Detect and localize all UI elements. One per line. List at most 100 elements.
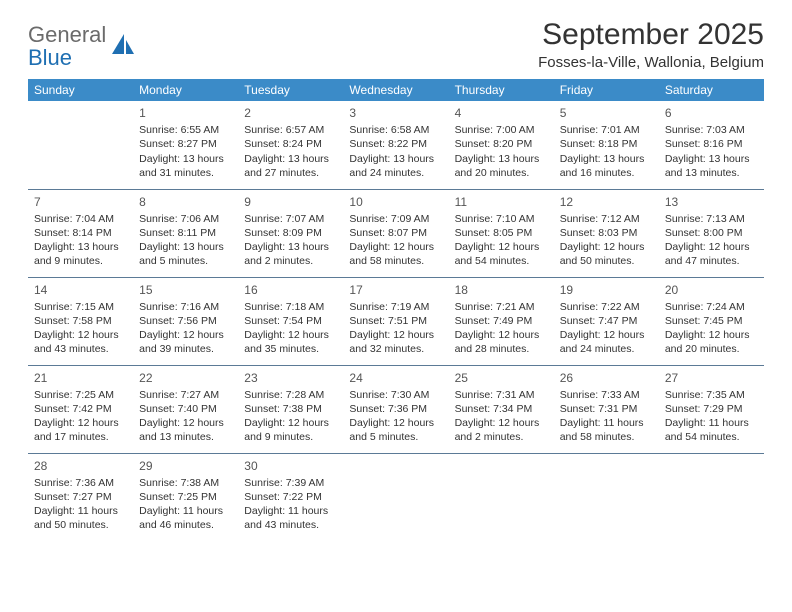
- calendar-cell: 11Sunrise: 7:10 AMSunset: 8:05 PMDayligh…: [449, 189, 554, 277]
- day-number: 10: [349, 194, 442, 210]
- cell-sunrise: Sunrise: 7:30 AM: [349, 388, 442, 402]
- day-number: 13: [665, 194, 758, 210]
- cell-sunset: Sunset: 8:24 PM: [244, 137, 337, 151]
- day-number: 29: [139, 458, 232, 474]
- calendar-cell: 24Sunrise: 7:30 AMSunset: 7:36 PMDayligh…: [343, 365, 448, 453]
- cell-daylight1: Daylight: 13 hours: [139, 152, 232, 166]
- calendar-body: 1Sunrise: 6:55 AMSunset: 8:27 PMDaylight…: [28, 101, 764, 541]
- cell-sunrise: Sunrise: 7:21 AM: [455, 300, 548, 314]
- cell-sunrise: Sunrise: 7:09 AM: [349, 212, 442, 226]
- calendar-cell: 21Sunrise: 7:25 AMSunset: 7:42 PMDayligh…: [28, 365, 133, 453]
- cell-sunrise: Sunrise: 7:22 AM: [560, 300, 653, 314]
- cell-sunrise: Sunrise: 7:24 AM: [665, 300, 758, 314]
- cell-daylight1: Daylight: 11 hours: [34, 504, 127, 518]
- cell-daylight2: and 9 minutes.: [244, 430, 337, 444]
- calendar-cell: 10Sunrise: 7:09 AMSunset: 8:07 PMDayligh…: [343, 189, 448, 277]
- cell-sunrise: Sunrise: 7:36 AM: [34, 476, 127, 490]
- cell-sunset: Sunset: 8:00 PM: [665, 226, 758, 240]
- day-number: 15: [139, 282, 232, 298]
- calendar-cell: 18 Sunrise: 7:21 AMSunset: 7:49 PMDayligh…: [449, 277, 554, 365]
- calendar-cell: 29Sunrise: 7:38 AMSunset: 7:25 PMDayligh…: [133, 453, 238, 541]
- calendar-cell: [449, 453, 554, 541]
- calendar-cell: [28, 101, 133, 189]
- calendar-cell: 23Sunrise: 7:28 AMSunset: 7:38 PMDayligh…: [238, 365, 343, 453]
- cell-daylight2: and 58 minutes.: [560, 430, 653, 444]
- calendar-cell: 25Sunrise: 7:31 AMSunset: 7:34 PMDayligh…: [449, 365, 554, 453]
- calendar-cell: [659, 453, 764, 541]
- header: General Blue September 2025 Fosses-la-Vi…: [28, 18, 764, 71]
- cell-sunrise: Sunrise: 7:13 AM: [665, 212, 758, 226]
- cell-sunrise: Sunrise: 7:33 AM: [560, 388, 653, 402]
- day-number: 4: [455, 105, 548, 121]
- cell-daylight2: and 13 minutes.: [139, 430, 232, 444]
- cell-daylight1: Daylight: 12 hours: [349, 240, 442, 254]
- calendar-cell: 30Sunrise: 7:39 AMSunset: 7:22 PMDayligh…: [238, 453, 343, 541]
- day-number: 23: [244, 370, 337, 386]
- day-number: 27: [665, 370, 758, 386]
- calendar-cell: 13Sunrise: 7:13 AMSunset: 8:00 PMDayligh…: [659, 189, 764, 277]
- calendar-cell: 20Sunrise: 7:24 AMSunset: 7:45 PMDayligh…: [659, 277, 764, 365]
- cell-sunset: Sunset: 8:27 PM: [139, 137, 232, 151]
- calendar-cell: 16Sunrise: 7:18 AMSunset: 7:54 PMDayligh…: [238, 277, 343, 365]
- cell-sunset: Sunset: 7:36 PM: [349, 402, 442, 416]
- cell-daylight2: and 20 minutes.: [455, 166, 548, 180]
- day-number: 18: [455, 282, 548, 298]
- calendar-week-row: 7Sunrise: 7:04 AMSunset: 8:14 PMDaylight…: [28, 189, 764, 277]
- cell-daylight1: Daylight: 13 hours: [665, 152, 758, 166]
- calendar-page: General Blue September 2025 Fosses-la-Vi…: [0, 0, 792, 559]
- cell-daylight2: and 17 minutes.: [34, 430, 127, 444]
- day-header: Wednesday: [343, 79, 448, 101]
- day-number: 21: [34, 370, 127, 386]
- calendar-cell: 14Sunrise: 7:15 AMSunset: 7:58 PMDayligh…: [28, 277, 133, 365]
- day-number: 3: [349, 105, 442, 121]
- cell-daylight1: Daylight: 11 hours: [665, 416, 758, 430]
- cell-sunset: Sunset: 7:38 PM: [244, 402, 337, 416]
- cell-daylight1: Daylight: 12 hours: [244, 416, 337, 430]
- day-number: 14: [34, 282, 127, 298]
- calendar-cell: 5Sunrise: 7:01 AMSunset: 8:18 PMDaylight…: [554, 101, 659, 189]
- day-number: 1: [139, 105, 232, 121]
- cell-sunrise: Sunrise: 7:31 AM: [455, 388, 548, 402]
- cell-sunset: Sunset: 7:49 PM: [455, 314, 548, 328]
- cell-sunrise: Sunrise: 7:18 AM: [244, 300, 337, 314]
- cell-daylight1: Daylight: 12 hours: [244, 328, 337, 342]
- cell-sunrise: Sunrise: 7:07 AM: [244, 212, 337, 226]
- calendar-cell: 17Sunrise: 7:19 AMSunset: 7:51 PMDayligh…: [343, 277, 448, 365]
- cell-daylight1: Daylight: 12 hours: [665, 328, 758, 342]
- day-number: 25: [455, 370, 548, 386]
- cell-sunrise: Sunrise: 6:58 AM: [349, 123, 442, 137]
- cell-sunrise: Sunrise: 7:38 AM: [139, 476, 232, 490]
- cell-daylight1: Daylight: 12 hours: [139, 416, 232, 430]
- calendar-cell: [343, 453, 448, 541]
- day-number: 11: [455, 194, 548, 210]
- calendar-cell: [554, 453, 659, 541]
- cell-daylight1: Daylight: 13 hours: [139, 240, 232, 254]
- cell-daylight2: and 50 minutes.: [34, 518, 127, 532]
- cell-sunset: Sunset: 8:03 PM: [560, 226, 653, 240]
- day-number: 5: [560, 105, 653, 121]
- cell-daylight2: and 54 minutes.: [455, 254, 548, 268]
- cell-daylight1: Daylight: 12 hours: [455, 328, 548, 342]
- cell-daylight2: and 43 minutes.: [244, 518, 337, 532]
- day-number: 28: [34, 458, 127, 474]
- day-header: Sunday: [28, 79, 133, 101]
- cell-daylight2: and 13 minutes.: [665, 166, 758, 180]
- cell-sunrise: Sunrise: 7:12 AM: [560, 212, 653, 226]
- calendar-cell: 19Sunrise: 7:22 AMSunset: 7:47 PMDayligh…: [554, 277, 659, 365]
- calendar-cell: 9Sunrise: 7:07 AMSunset: 8:09 PMDaylight…: [238, 189, 343, 277]
- calendar-cell: 26Sunrise: 7:33 AMSunset: 7:31 PMDayligh…: [554, 365, 659, 453]
- cell-daylight2: and 39 minutes.: [139, 342, 232, 356]
- cell-sunrise: Sunrise: 7:16 AM: [139, 300, 232, 314]
- cell-sunrise: Sunrise: 6:57 AM: [244, 123, 337, 137]
- cell-daylight2: and 50 minutes.: [560, 254, 653, 268]
- calendar-cell: 6Sunrise: 7:03 AMSunset: 8:16 PMDaylight…: [659, 101, 764, 189]
- cell-sunrise: Sunrise: 7:39 AM: [244, 476, 337, 490]
- cell-sunset: Sunset: 7:40 PM: [139, 402, 232, 416]
- cell-sunset: Sunset: 7:31 PM: [560, 402, 653, 416]
- calendar-cell: 2Sunrise: 6:57 AMSunset: 8:24 PMDaylight…: [238, 101, 343, 189]
- day-number: 30: [244, 458, 337, 474]
- calendar-week-row: 21Sunrise: 7:25 AMSunset: 7:42 PMDayligh…: [28, 365, 764, 453]
- sail-icon: [110, 32, 136, 63]
- brand-part2: Blue: [28, 45, 72, 70]
- day-header: Saturday: [659, 79, 764, 101]
